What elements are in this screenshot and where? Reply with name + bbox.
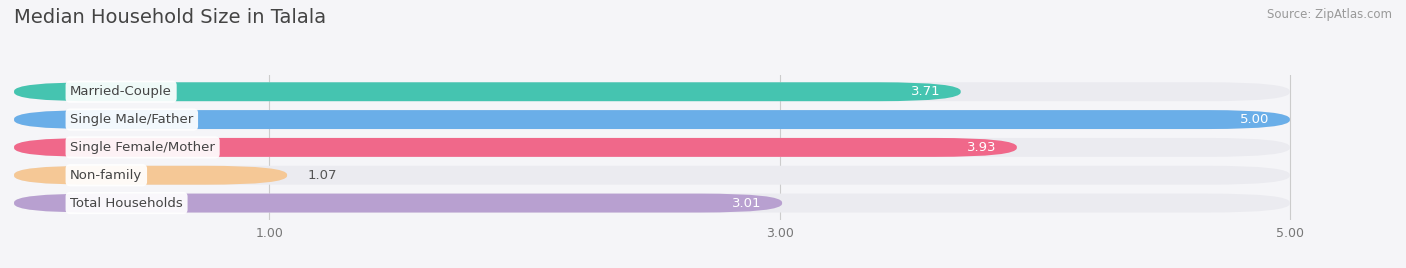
FancyBboxPatch shape xyxy=(14,138,1289,157)
Text: 1.07: 1.07 xyxy=(308,169,337,182)
Text: Median Household Size in Talala: Median Household Size in Talala xyxy=(14,8,326,27)
FancyBboxPatch shape xyxy=(14,166,1289,185)
Text: Married-Couple: Married-Couple xyxy=(70,85,172,98)
FancyBboxPatch shape xyxy=(14,193,782,213)
Text: Single Female/Mother: Single Female/Mother xyxy=(70,141,215,154)
Text: 3.93: 3.93 xyxy=(967,141,997,154)
Text: 3.01: 3.01 xyxy=(733,196,762,210)
Text: Total Households: Total Households xyxy=(70,196,183,210)
Text: Source: ZipAtlas.com: Source: ZipAtlas.com xyxy=(1267,8,1392,21)
FancyBboxPatch shape xyxy=(14,110,1289,129)
FancyBboxPatch shape xyxy=(14,138,1017,157)
FancyBboxPatch shape xyxy=(14,166,287,185)
Text: Single Male/Father: Single Male/Father xyxy=(70,113,194,126)
Text: 5.00: 5.00 xyxy=(1240,113,1270,126)
FancyBboxPatch shape xyxy=(14,193,1289,213)
Text: Non-family: Non-family xyxy=(70,169,142,182)
FancyBboxPatch shape xyxy=(14,110,1289,129)
Text: 3.71: 3.71 xyxy=(911,85,941,98)
FancyBboxPatch shape xyxy=(14,82,1289,101)
FancyBboxPatch shape xyxy=(14,82,960,101)
